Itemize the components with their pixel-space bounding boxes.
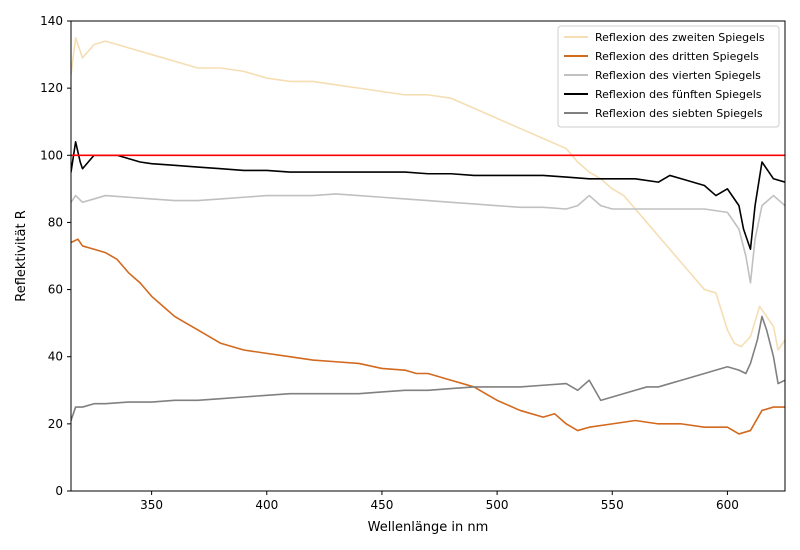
y-tick-label: 20 [48,417,63,431]
plot-area [71,36,785,435]
y-tick-label: 60 [48,283,63,297]
x-tick-label: 400 [255,498,278,512]
x-tick-label: 550 [601,498,624,512]
y-tick-label: 140 [40,14,63,28]
x-tick-label: 500 [486,498,509,512]
legend-label-2: Reflexion des dritten Spiegels [595,50,759,63]
y-tick-label: 100 [40,148,63,162]
legend-label-3: Reflexion des vierten Spiegels [595,69,761,82]
x-axis-label: Wellenlänge in nm [368,520,489,535]
series-line-3 [71,193,785,284]
x-tick-label: 600 [716,498,739,512]
series-line-4 [71,141,785,251]
y-tick-label: 80 [48,215,63,229]
legend-label-4: Reflexion des fünften Spiegels [595,88,762,101]
series-line-1 [71,36,785,351]
y-axis-label: Reflektivität R [14,210,29,302]
series-line-2 [71,238,785,435]
y-tick-label: 40 [48,350,63,364]
plot-frame [70,20,786,492]
y-tick-label: 120 [40,81,63,95]
legend-label-5: Reflexion des siebten Spiegels [595,107,763,120]
axes: 350 400 450 500 550 600 0 20 40 60 80 100 120 140 [40,14,786,512]
x-tick-label: 350 [140,498,163,512]
y-tick-label: 0 [55,484,63,498]
legend-label-1: Reflexion des zweiten Spiegels [595,31,765,44]
legend: Reflexion des zweiten Spiegels Reflexion … [557,25,780,128]
x-tick-label: 450 [370,498,393,512]
legend-box [557,25,780,128]
series-line-5 [71,315,785,422]
